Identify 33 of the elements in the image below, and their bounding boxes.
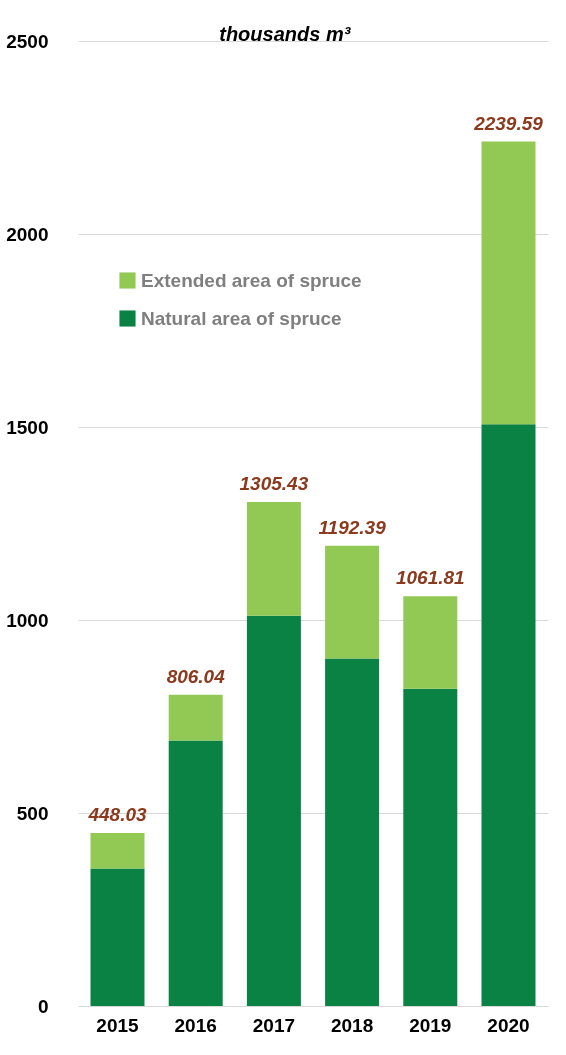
y-tick-label: 2000 (6, 223, 49, 245)
bar (168, 740, 223, 1006)
bar (325, 658, 380, 1006)
x-tick-label: 2020 (487, 1014, 530, 1036)
bar (90, 833, 145, 869)
legend-label: Natural area of spruce (141, 307, 342, 329)
bar (481, 141, 536, 425)
total-label: 1061.81 (395, 567, 465, 589)
x-tick-label: 2016 (174, 1014, 217, 1036)
bar (90, 868, 145, 1006)
legend-label: Extended area of spruce (141, 269, 362, 291)
bar (481, 424, 536, 1006)
bar (325, 545, 380, 659)
y-tick-label: 1000 (6, 609, 49, 631)
y-tick-label: 2500 (6, 30, 49, 52)
y-tick-label: 500 (16, 802, 49, 824)
y-tick-label: 0 (37, 995, 49, 1017)
x-tick-label: 2017 (252, 1014, 296, 1036)
bar (403, 688, 458, 1006)
x-tick-label: 2015 (96, 1014, 140, 1036)
total-label: 806.04 (166, 665, 226, 687)
x-tick-label: 2018 (330, 1014, 374, 1036)
y-tick-label: 1500 (6, 416, 49, 438)
total-label: 1305.43 (239, 473, 309, 495)
total-label: 2239.59 (473, 112, 544, 134)
bar (246, 615, 301, 1006)
y-axis-title: thousands m³ (219, 23, 352, 45)
bar (246, 502, 301, 616)
total-label: 1192.39 (318, 516, 387, 538)
bar (168, 694, 223, 741)
total-label: 448.03 (87, 804, 147, 826)
bar (403, 596, 458, 689)
x-tick-label: 2019 (409, 1014, 452, 1036)
